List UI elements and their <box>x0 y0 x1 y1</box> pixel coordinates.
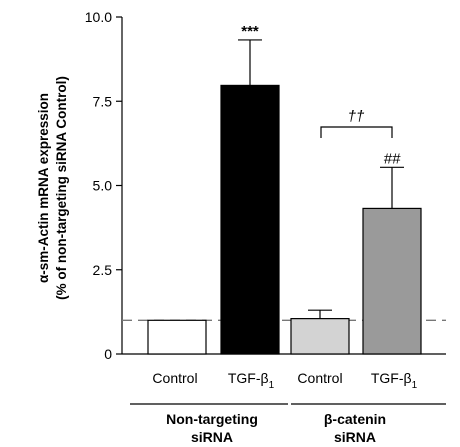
bracket-label: †† <box>348 108 365 125</box>
category-label-1: Control <box>152 370 197 386</box>
bar-3 <box>290 318 350 355</box>
category-label-2: TGF-β1 <box>228 370 275 391</box>
y-axis-label-line1: α-sm-Actin mRNA expression <box>36 93 51 283</box>
group-labels: Non-targeting siRNA β-catenin siRNA <box>130 403 446 445</box>
y-axis-label-line2: (% of non-targeting siRNA Control) <box>54 76 69 300</box>
annotations: *** ## <box>241 23 401 167</box>
significance-bracket: †† <box>320 108 393 138</box>
group-label-1-line2: siRNA <box>191 429 233 445</box>
group-label-2-line1: β-catenin <box>324 411 386 427</box>
bars <box>147 39 422 355</box>
category-label-4: TGF-β1 <box>371 370 418 391</box>
group-label-1-line1: Non-targeting <box>166 411 258 427</box>
y-tick-label: 7.5 <box>93 93 113 109</box>
category-label-3: Control <box>297 370 342 386</box>
group-label-2-line2: siRNA <box>334 429 376 445</box>
bar-4 <box>362 207 422 355</box>
y-tick-label: 5.0 <box>93 178 113 194</box>
bar-2 <box>220 84 280 355</box>
y-tick-label: 10.0 <box>85 9 112 25</box>
bar-1 <box>147 319 207 355</box>
y-tick-label: 0 <box>104 346 112 362</box>
bar-annotation: *** <box>241 23 259 40</box>
category-labels: Control TGF-β1 Control TGF-β1 <box>152 370 417 391</box>
y-tick-label: 2.5 <box>93 262 113 278</box>
bar-annotation: ## <box>384 150 401 167</box>
